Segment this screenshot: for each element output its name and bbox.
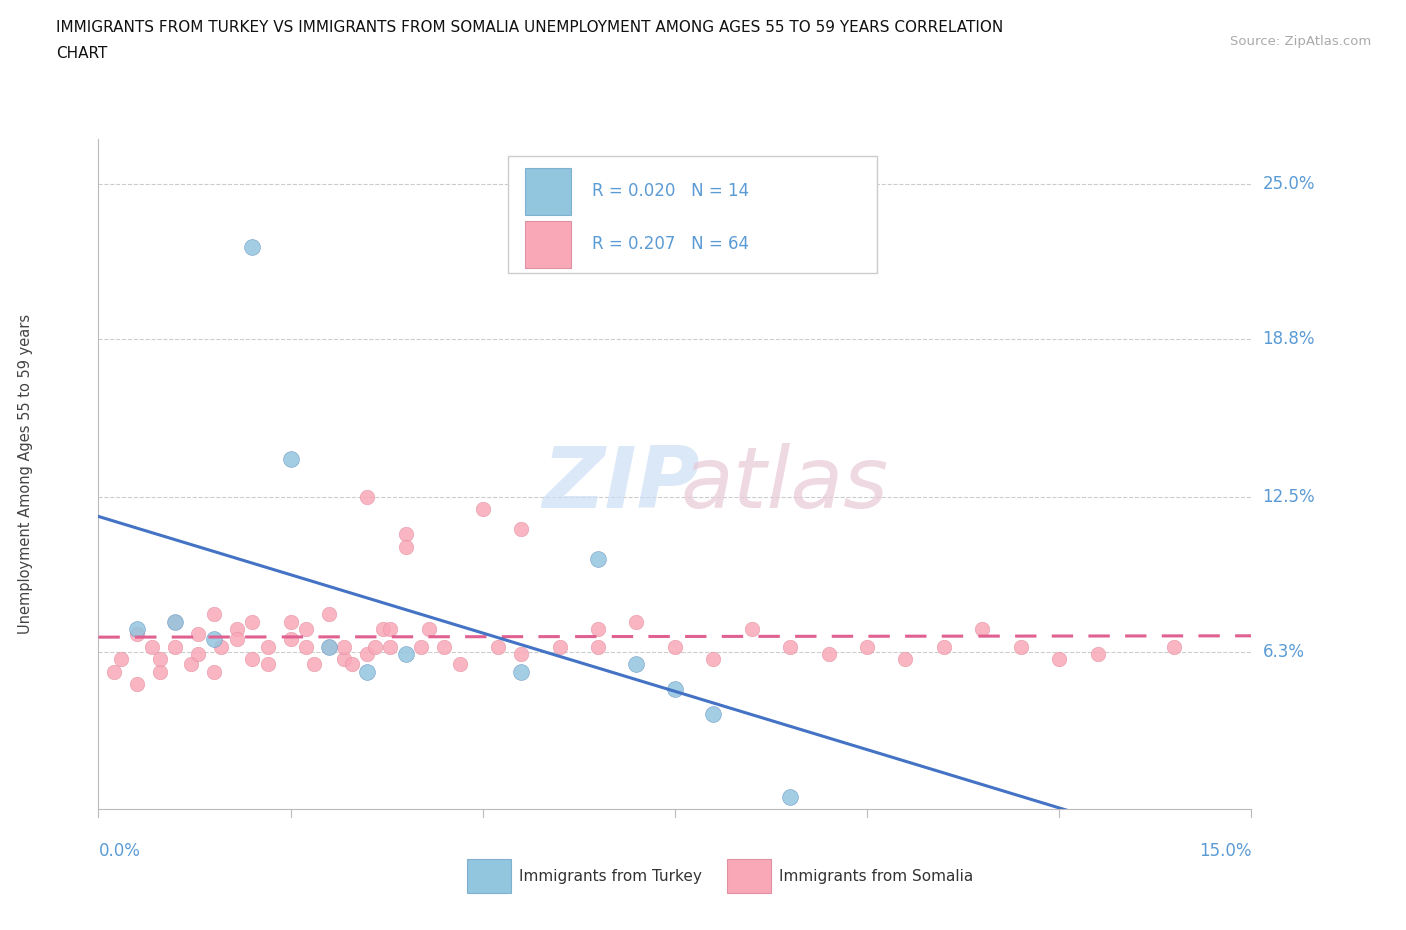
Point: [510, 522, 533, 537]
Point: [894, 652, 917, 667]
Point: [586, 551, 609, 566]
Point: [149, 652, 172, 667]
Point: [779, 790, 801, 804]
Point: [180, 657, 202, 671]
Point: [664, 639, 686, 654]
Point: [433, 639, 456, 654]
Point: [202, 631, 225, 646]
Point: [626, 657, 648, 671]
Point: [510, 664, 533, 679]
Point: [586, 639, 609, 654]
Point: [510, 646, 533, 661]
Point: [932, 639, 955, 654]
Point: [280, 452, 302, 467]
Point: [449, 657, 471, 671]
Point: [302, 657, 325, 671]
Point: [125, 622, 148, 637]
Point: [395, 539, 418, 554]
Point: [411, 639, 433, 654]
Bar: [467, 859, 512, 893]
Point: [165, 639, 187, 654]
Point: [240, 652, 263, 667]
Bar: [727, 859, 770, 893]
Text: CHART: CHART: [56, 46, 108, 61]
Point: [1010, 639, 1032, 654]
Point: [318, 606, 340, 621]
Point: [1047, 652, 1070, 667]
Point: [371, 622, 394, 637]
Point: [165, 615, 187, 630]
Point: [395, 646, 418, 661]
Point: [280, 615, 302, 630]
Point: [209, 639, 232, 654]
Point: [380, 639, 402, 654]
Point: [125, 677, 148, 692]
Point: [356, 664, 378, 679]
Point: [333, 652, 356, 667]
Text: Immigrants from Somalia: Immigrants from Somalia: [779, 869, 973, 883]
Point: [817, 646, 839, 661]
Point: [356, 646, 378, 661]
Text: Unemployment Among Ages 55 to 59 years: Unemployment Among Ages 55 to 59 years: [18, 314, 32, 634]
Point: [1087, 646, 1109, 661]
Point: [225, 622, 247, 637]
Point: [240, 615, 263, 630]
Point: [295, 622, 318, 637]
Point: [486, 639, 509, 654]
Point: [110, 652, 132, 667]
Text: 15.0%: 15.0%: [1199, 842, 1251, 859]
Point: [586, 622, 609, 637]
Text: R = 0.207   N = 64: R = 0.207 N = 64: [592, 235, 749, 253]
Point: [280, 631, 302, 646]
Point: [256, 657, 278, 671]
Point: [702, 652, 724, 667]
Point: [202, 606, 225, 621]
Point: [626, 615, 648, 630]
Point: [702, 707, 724, 722]
Text: Source: ZipAtlas.com: Source: ZipAtlas.com: [1230, 35, 1371, 48]
Point: [295, 639, 318, 654]
Point: [125, 627, 148, 642]
Point: [471, 502, 494, 517]
Point: [340, 657, 363, 671]
Point: [364, 639, 387, 654]
Text: 12.5%: 12.5%: [1263, 488, 1315, 506]
Point: [356, 489, 378, 504]
Point: [1163, 639, 1185, 654]
Point: [103, 664, 125, 679]
Text: IMMIGRANTS FROM TURKEY VS IMMIGRANTS FROM SOMALIA UNEMPLOYMENT AMONG AGES 55 TO : IMMIGRANTS FROM TURKEY VS IMMIGRANTS FRO…: [56, 20, 1004, 35]
Point: [318, 639, 340, 654]
Point: [187, 646, 209, 661]
Point: [856, 639, 879, 654]
Point: [165, 615, 187, 630]
Point: [380, 622, 402, 637]
Point: [149, 664, 172, 679]
Point: [187, 627, 209, 642]
Text: Immigrants from Turkey: Immigrants from Turkey: [519, 869, 702, 883]
Point: [548, 639, 571, 654]
Point: [972, 622, 994, 637]
Text: 25.0%: 25.0%: [1263, 176, 1315, 193]
Point: [318, 639, 340, 654]
Bar: [508, 156, 877, 273]
Text: 18.8%: 18.8%: [1263, 330, 1315, 349]
Text: ZIP: ZIP: [543, 443, 700, 525]
Point: [418, 622, 440, 637]
Point: [664, 682, 686, 697]
Point: [256, 639, 278, 654]
Point: [395, 526, 418, 541]
Point: [141, 639, 163, 654]
Text: 0.0%: 0.0%: [98, 842, 141, 859]
Point: [225, 631, 247, 646]
Point: [779, 639, 801, 654]
Point: [741, 622, 763, 637]
Text: 6.3%: 6.3%: [1263, 643, 1305, 660]
Bar: [524, 220, 571, 268]
Point: [202, 664, 225, 679]
Point: [240, 240, 263, 255]
Text: atlas: atlas: [681, 443, 889, 525]
Bar: [524, 168, 571, 215]
Text: R = 0.020   N = 14: R = 0.020 N = 14: [592, 182, 749, 200]
Point: [333, 639, 356, 654]
